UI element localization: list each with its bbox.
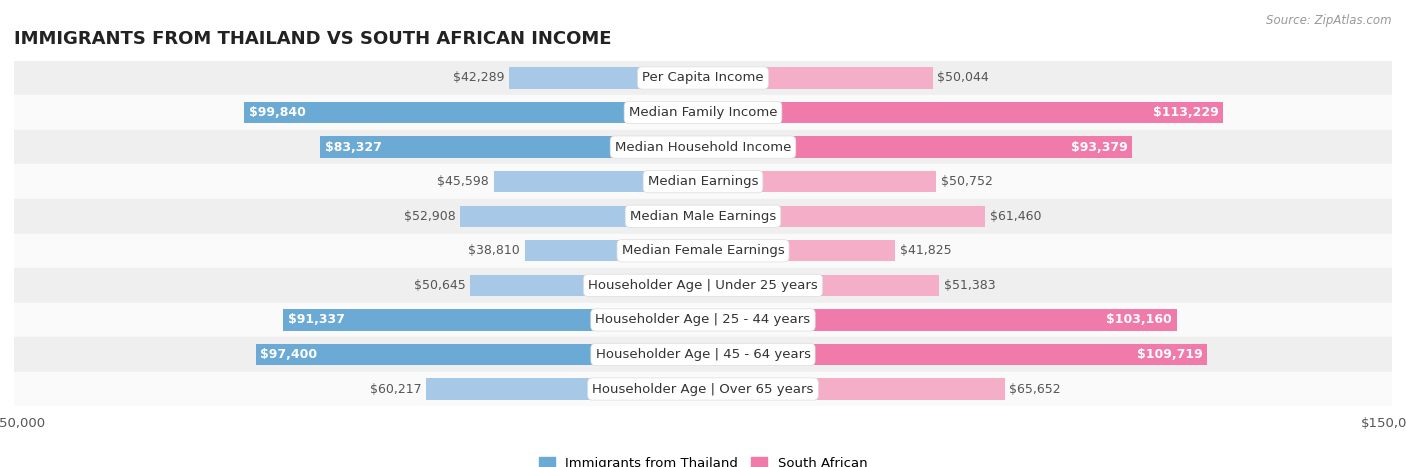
Text: $109,719: $109,719: [1136, 348, 1202, 361]
Text: $61,460: $61,460: [990, 210, 1042, 223]
Bar: [703, 67, 932, 89]
Text: $83,327: $83,327: [325, 141, 382, 154]
Bar: [471, 275, 703, 296]
Text: Householder Age | Under 25 years: Householder Age | Under 25 years: [588, 279, 818, 292]
Text: Median Female Earnings: Median Female Earnings: [621, 244, 785, 257]
Text: $42,289: $42,289: [453, 71, 505, 85]
Bar: [426, 378, 703, 400]
Text: $50,044: $50,044: [938, 71, 990, 85]
Bar: [14, 337, 1392, 372]
Bar: [494, 171, 703, 192]
Text: Per Capita Income: Per Capita Income: [643, 71, 763, 85]
Bar: [14, 164, 1392, 199]
Bar: [14, 372, 1392, 406]
Bar: [703, 205, 986, 227]
Text: Median Family Income: Median Family Income: [628, 106, 778, 119]
Bar: [14, 95, 1392, 130]
Bar: [14, 303, 1392, 337]
Bar: [14, 268, 1392, 303]
Text: $38,810: $38,810: [468, 244, 520, 257]
Text: $52,908: $52,908: [404, 210, 456, 223]
Text: $97,400: $97,400: [260, 348, 318, 361]
Text: $99,840: $99,840: [249, 106, 307, 119]
Text: $45,598: $45,598: [437, 175, 489, 188]
Bar: [703, 171, 936, 192]
Text: $93,379: $93,379: [1070, 141, 1128, 154]
Bar: [703, 240, 896, 262]
Text: Householder Age | 25 - 44 years: Householder Age | 25 - 44 years: [595, 313, 811, 326]
Bar: [703, 378, 1004, 400]
Bar: [703, 102, 1223, 123]
Text: $41,825: $41,825: [900, 244, 952, 257]
Text: Householder Age | 45 - 64 years: Householder Age | 45 - 64 years: [596, 348, 810, 361]
Bar: [245, 102, 703, 123]
Bar: [284, 309, 703, 331]
Legend: Immigrants from Thailand, South African: Immigrants from Thailand, South African: [533, 452, 873, 467]
Bar: [14, 199, 1392, 234]
Text: $103,160: $103,160: [1107, 313, 1173, 326]
Bar: [14, 130, 1392, 164]
Text: $50,752: $50,752: [941, 175, 993, 188]
Text: Median Household Income: Median Household Income: [614, 141, 792, 154]
Bar: [256, 344, 703, 365]
Text: $65,652: $65,652: [1010, 382, 1060, 396]
Bar: [703, 309, 1177, 331]
Text: Householder Age | Over 65 years: Householder Age | Over 65 years: [592, 382, 814, 396]
Bar: [460, 205, 703, 227]
Text: $91,337: $91,337: [288, 313, 344, 326]
Bar: [321, 136, 703, 158]
Text: $60,217: $60,217: [370, 382, 422, 396]
Text: Source: ZipAtlas.com: Source: ZipAtlas.com: [1267, 14, 1392, 27]
Bar: [703, 136, 1132, 158]
Text: Median Male Earnings: Median Male Earnings: [630, 210, 776, 223]
Bar: [524, 240, 703, 262]
Bar: [14, 61, 1392, 95]
Bar: [703, 344, 1206, 365]
Text: Median Earnings: Median Earnings: [648, 175, 758, 188]
Text: $113,229: $113,229: [1153, 106, 1219, 119]
Bar: [703, 275, 939, 296]
Text: $51,383: $51,383: [943, 279, 995, 292]
Bar: [14, 234, 1392, 268]
Text: IMMIGRANTS FROM THAILAND VS SOUTH AFRICAN INCOME: IMMIGRANTS FROM THAILAND VS SOUTH AFRICA…: [14, 30, 612, 48]
Text: $50,645: $50,645: [413, 279, 465, 292]
Bar: [509, 67, 703, 89]
